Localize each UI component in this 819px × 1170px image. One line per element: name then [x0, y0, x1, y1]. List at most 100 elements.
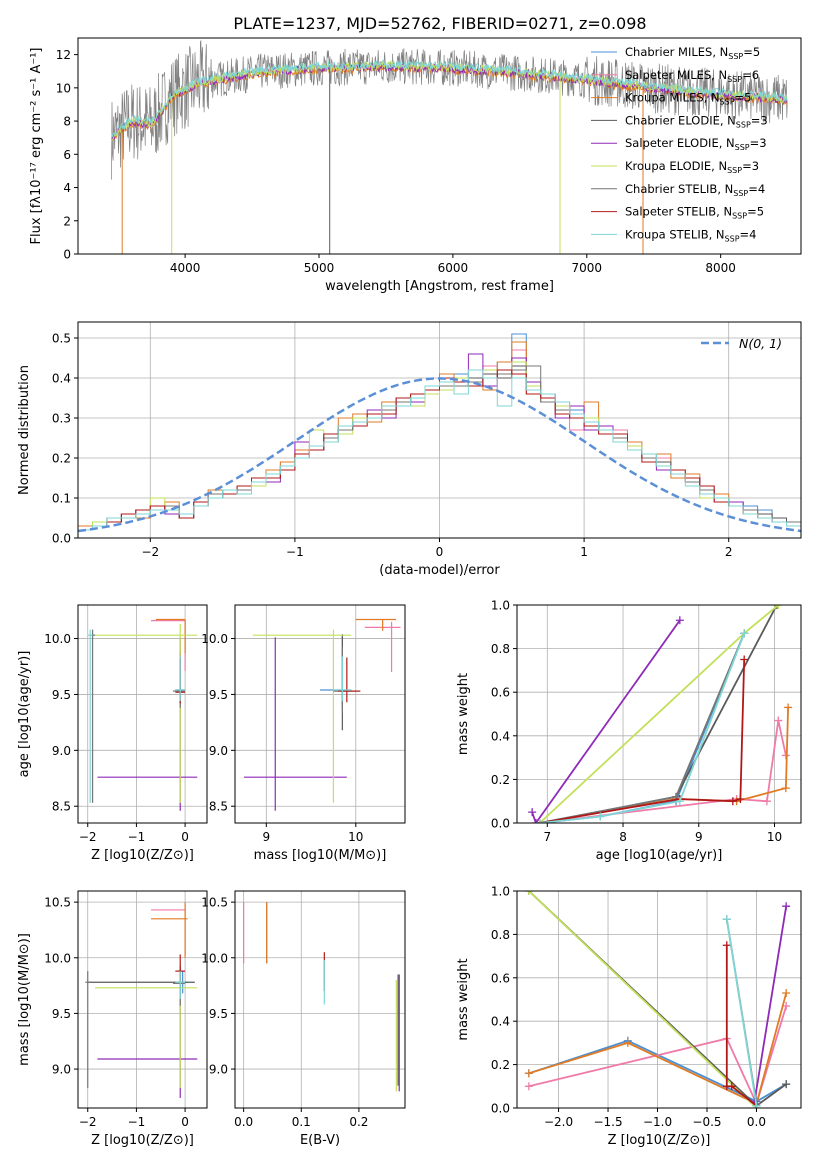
y-tick-label: 0.0: [491, 1102, 510, 1116]
plus-marker: [727, 1082, 736, 1091]
x-tick-label: 5000: [304, 261, 335, 275]
y-tick-label: 0.0: [52, 532, 71, 546]
y-tick-label: 0.2: [52, 452, 71, 466]
error-point-kroupa_miles: [355, 618, 397, 631]
plus-marker: [772, 605, 781, 609]
y-tick-label: 10.5: [44, 896, 71, 910]
plus-marker: [524, 891, 533, 895]
series-line: [528, 1039, 787, 1103]
x-tick-label: 4000: [170, 261, 201, 275]
plot-area: [528, 605, 793, 823]
plus-marker: [675, 797, 684, 806]
error-point-chabrier_stelib: [85, 971, 91, 1088]
x-tick-label: 9: [262, 830, 270, 844]
error-point-kroupa_miles: [151, 902, 188, 958]
error-point-salpeter_elodie: [97, 637, 198, 811]
y-tick-label: 8: [63, 115, 71, 129]
series-salpeter_stelib: [535, 655, 749, 823]
plus-marker: [528, 808, 537, 817]
figure-title: PLATE=1237, MJD=52762, FIBERID=0271, z=0…: [233, 14, 646, 33]
y-tick-label: 0.4: [52, 372, 71, 386]
y-tick-label: 10.0: [44, 951, 71, 965]
plus-marker: [722, 915, 731, 924]
axes-frame: [234, 604, 406, 824]
error-point-kroupa_miles: [155, 618, 186, 654]
y-tick-label: 0.2: [491, 773, 510, 787]
x-tick-label: 0: [181, 1115, 189, 1129]
panel-age_vs_z: −2 −1 0 8.5 9.0 9.5 10.0 Z [log10(Z/Z⊙)] age [lo…: [17, 604, 208, 863]
y-tick-label: 10.0: [201, 951, 228, 965]
y-axis-label: mass [log10(M/M⊙)]: [17, 933, 32, 1066]
y-tick-label: 10.0: [201, 632, 228, 646]
y-tick-label: 0.6: [491, 686, 510, 700]
x-axis-label: E(B-V): [300, 1133, 340, 1148]
y-tick-label: 8.5: [209, 800, 228, 814]
axes-frame: [234, 890, 406, 1109]
error-point-chabrier_elodie: [87, 973, 195, 1005]
plus-marker: [781, 784, 790, 793]
legend-label: Chabrier STELIB, NSSP=4: [625, 182, 765, 198]
plus-marker: [782, 988, 791, 997]
error-point-chabrier_stelib: [90, 629, 96, 803]
error-point-chabrier_stelib: [172, 657, 186, 708]
y-tick-label: 0: [63, 248, 71, 262]
legend: Chabrier MILES, NSSP=5 Salpeter MILES, NS…: [591, 45, 768, 243]
plus-marker: [752, 1101, 761, 1108]
plot-area: [243, 902, 400, 1092]
y-tick-label: 8.5: [52, 800, 71, 814]
series-kroupa_stelib: [535, 629, 749, 823]
plus-marker: [740, 629, 749, 638]
y-tick-label: 0.4: [491, 729, 510, 743]
histogram-kroupa_stelib: [78, 369, 801, 531]
x-tick-label: −1: [128, 830, 146, 844]
legend-label: Salpeter STELIB, NSSP=5: [625, 205, 764, 221]
panel-weight_vs_age: 7 8 9 10 0.0 0.2 0.4 0.6 0.8 1.0 age [log10(age/yr…: [456, 599, 802, 863]
y-tick-label: 0.3: [52, 412, 71, 426]
axes-frame: [77, 321, 802, 539]
plus-marker: [524, 1069, 533, 1078]
plus-marker: [623, 1038, 632, 1047]
histogram-salpeter_stelib: [78, 369, 801, 531]
series-line: [528, 1005, 788, 1107]
y-tick-label: 9.5: [52, 1007, 71, 1021]
plus-marker: [675, 616, 684, 625]
series-line: [531, 619, 681, 823]
x-tick-label: −1.5: [593, 1115, 622, 1129]
error-point-salpeter_miles: [151, 904, 186, 955]
plus-marker: [784, 703, 793, 712]
x-tick-label: 0.0: [747, 1115, 766, 1129]
y-tick-label: 9.0: [209, 744, 228, 758]
legend-label: Salpeter ELODIE, NSSP=3: [625, 136, 767, 152]
x-tick-label: −2: [79, 1115, 97, 1129]
panel-mass_vs_ebv: 0.0 0.1 0.2 9.0 9.5 10.0 10.5 E(B-V): [201, 890, 406, 1148]
y-tick-label: 0.4: [491, 1015, 510, 1029]
observed-spectrum: [111, 39, 788, 180]
error-point-chabrier_miles: [175, 651, 183, 706]
legend-label: Chabrier MILES, NSSP=5: [625, 45, 760, 61]
x-tick-label: 7000: [572, 261, 603, 275]
panel-age_vs_mass: 9 10 8.5 9.0 9.5 10.0 mass [log10(M/M⊙)]: [201, 604, 406, 863]
series-kroupa_stelib: [722, 915, 761, 1108]
x-tick-label: 7: [543, 830, 551, 844]
legend-label: Salpeter MILES, NSSP=6: [625, 68, 759, 84]
plus-marker: [722, 941, 731, 950]
x-tick-label: 2: [725, 545, 733, 559]
plus-marker: [596, 812, 605, 821]
x-axis-label: age [log10(age/yr)]: [596, 848, 723, 863]
x-tick-label: 9: [695, 830, 703, 844]
y-tick-label: 0.2: [491, 1058, 510, 1072]
y-tick-label: 10: [56, 81, 71, 95]
y-tick-label: 9.0: [209, 1063, 228, 1077]
x-tick-label: 0.0: [234, 1115, 253, 1129]
series-line: [528, 891, 758, 1108]
y-tick-label: 1.0: [491, 885, 510, 899]
x-tick-label: 0: [436, 545, 444, 559]
axes-frame: [516, 604, 802, 824]
x-tick-label: 10: [767, 830, 782, 844]
y-tick-label: 2: [63, 214, 71, 228]
x-axis-label: Z [log10(Z/Z⊙)]: [91, 848, 194, 863]
legend-label: Chabrier ELODIE, NSSP=3: [625, 113, 768, 129]
y-tick-label: 6: [63, 148, 71, 162]
series-salpeter_elodie: [528, 616, 684, 823]
legend-label: Kroupa ELODIE, NSSP=3: [625, 159, 759, 175]
